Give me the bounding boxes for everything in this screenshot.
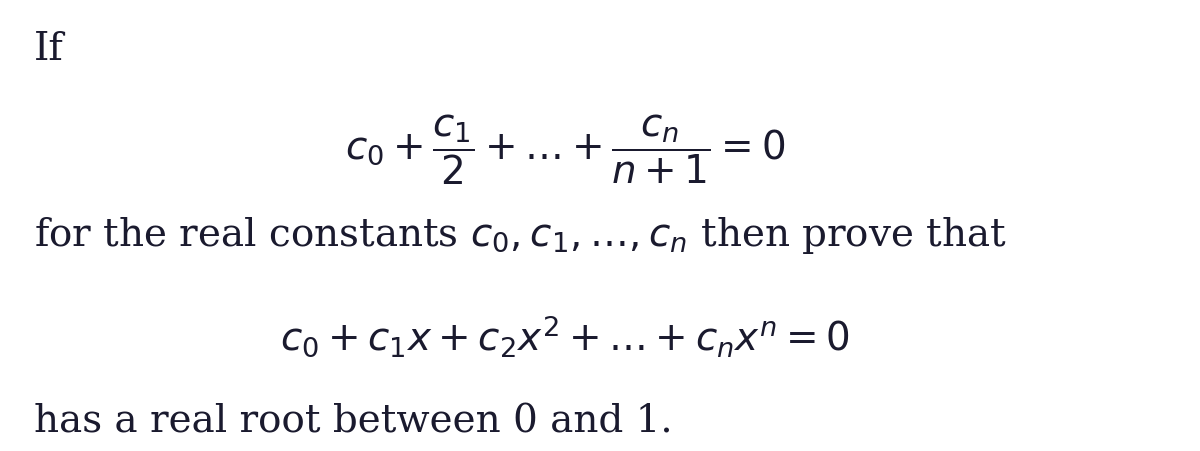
Text: for the real constants $c_0, c_1, \ldots, c_n$ then prove that: for the real constants $c_0, c_1, \ldots… (34, 216, 1007, 256)
Text: $c_0 + c_1 x + c_2 x^2 + \ldots + c_n x^n = 0$: $c_0 + c_1 x + c_2 x^2 + \ldots + c_n x^… (280, 314, 850, 359)
Text: $c_0 + \dfrac{c_1}{2} + \ldots + \dfrac{c_n}{n+1} = 0$: $c_0 + \dfrac{c_1}{2} + \ldots + \dfrac{… (344, 112, 785, 187)
Text: If: If (34, 32, 64, 69)
Text: has a real root between 0 and 1.: has a real root between 0 and 1. (34, 404, 672, 441)
